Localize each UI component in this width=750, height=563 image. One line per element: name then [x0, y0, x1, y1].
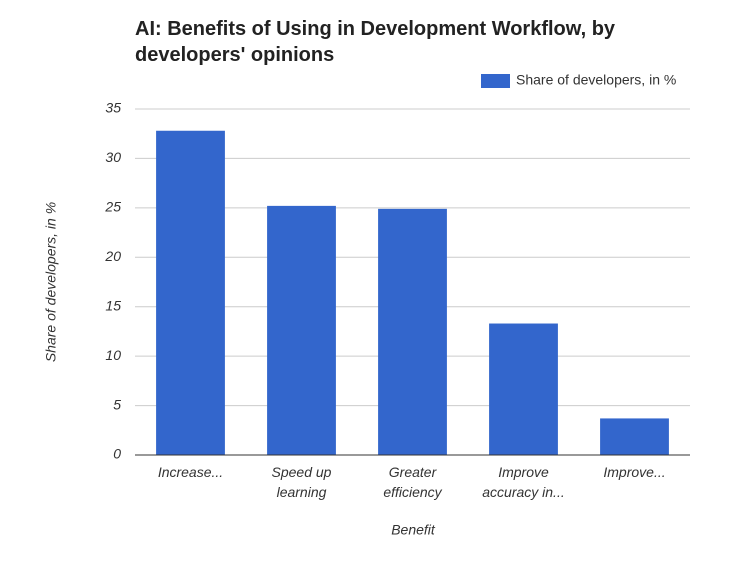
y-tick-label: 15: [105, 297, 121, 313]
bar: [156, 130, 225, 455]
y-axis-label: Share of developers, in %: [43, 202, 59, 362]
y-tick-label: 35: [105, 100, 121, 116]
legend-swatch: [481, 74, 510, 88]
x-tick-label: Increase...: [157, 464, 224, 480]
x-tick-label: Greater efficiency: [383, 464, 442, 500]
bar: [378, 208, 447, 455]
x-axis-label: Benefit: [391, 522, 436, 538]
legend-label: Share of developers, in %: [516, 72, 676, 88]
chart-title: AI: Benefits of Using in Development Wor…: [135, 18, 616, 66]
y-tick-label: 0: [113, 446, 121, 462]
x-tick-label: Speed up learning: [271, 464, 332, 500]
y-tick-label: 20: [104, 248, 121, 264]
x-tick-label: Improve accuracy in...: [482, 464, 565, 500]
y-tick-label: 5: [113, 396, 121, 412]
y-tick-label: 25: [104, 199, 121, 215]
bar: [267, 205, 336, 455]
x-tick-label: Improve...: [603, 464, 666, 480]
y-tick-label: 30: [105, 149, 121, 165]
bar: [600, 418, 669, 455]
bar: [489, 323, 558, 455]
y-tick-label: 10: [105, 347, 121, 363]
